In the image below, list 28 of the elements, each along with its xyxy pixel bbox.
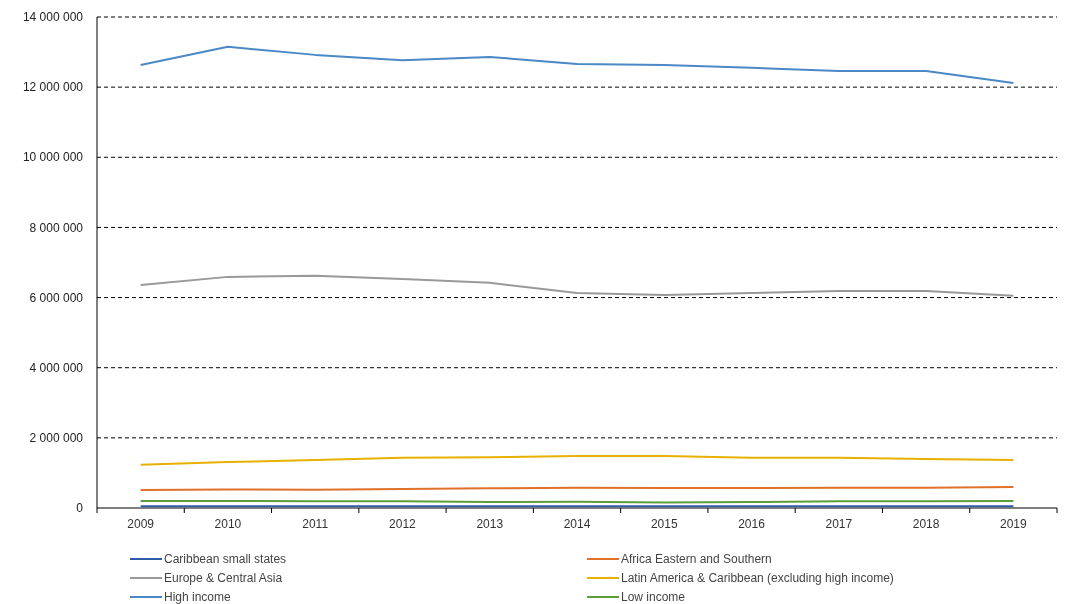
legend-label: Low income (621, 590, 686, 604)
x-tick-label: 2019 (1000, 517, 1028, 531)
x-tick-label: 2010 (214, 517, 242, 531)
x-tick-label: 2011 (302, 517, 329, 531)
y-tick-label: 0 (76, 501, 84, 516)
y-tick-label: 2 000 000 (29, 431, 84, 446)
line-series (139, 274, 1015, 297)
legend-label: High income (164, 590, 232, 604)
y-tick-label: 10 000 000 (22, 150, 84, 165)
x-tick-label: 2012 (389, 517, 417, 531)
y-tick-label: 8 000 000 (29, 220, 84, 235)
x-tick-label: 2009 (127, 517, 155, 531)
y-tick-label: 6 000 000 (29, 290, 84, 305)
y-tick-label: 12 000 000 (22, 80, 84, 95)
line-series (139, 45, 1015, 84)
y-tick-label: 4 000 000 (29, 360, 84, 375)
legend-label: Africa Eastern and Southern (621, 552, 772, 567)
x-tick-label: 2016 (738, 517, 766, 531)
legend-label: Europe & Central Asia (164, 571, 283, 586)
legend-label: Latin America & Caribbean (excluding high income) (621, 571, 894, 586)
x-tick-label: 2015 (650, 517, 678, 531)
x-tick-label: 2017 (825, 517, 853, 531)
line-series (139, 455, 1015, 466)
x-tick-label: 2014 (563, 517, 591, 531)
y-tick-label: 14 000 000 (22, 10, 84, 25)
x-tick-label: 2013 (476, 517, 504, 531)
x-tick-label: 2018 (912, 517, 940, 531)
legend-label: Caribbean small states (164, 552, 287, 567)
